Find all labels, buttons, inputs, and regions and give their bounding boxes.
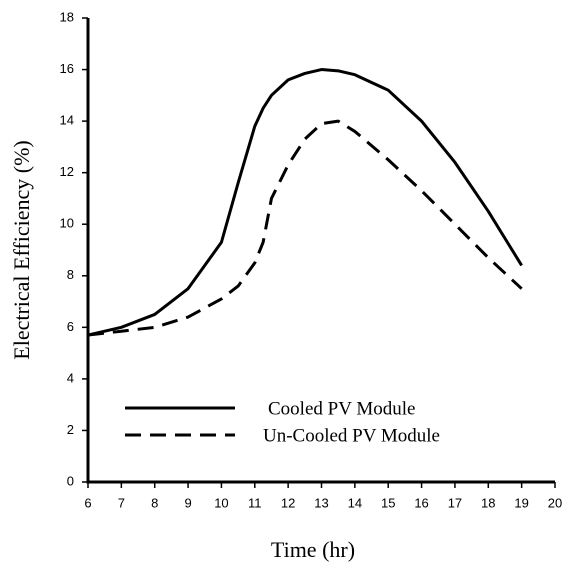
x-tick-label: 9: [184, 495, 191, 510]
y-tick-label: 2: [67, 422, 74, 437]
y-tick-label: 4: [67, 370, 74, 385]
x-tick-label: 17: [448, 495, 462, 510]
series-line: [87, 68, 523, 337]
x-tick-label: 12: [281, 495, 295, 510]
x-tick-label: 18: [481, 495, 495, 510]
x-tick-label: 8: [151, 495, 158, 510]
y-tick-label: 10: [60, 216, 74, 231]
x-tick-label: 6: [84, 495, 91, 510]
x-tick-label: 11: [248, 495, 262, 510]
x-tick-label: 20: [548, 495, 562, 510]
x-axis-label: Time (hr): [271, 537, 355, 562]
y-tick-label: 0: [67, 473, 74, 488]
x-tick-label: 13: [314, 495, 328, 510]
legend-label: Un-Cooled PV Module: [263, 425, 440, 446]
legend-label: Cooled PV Module: [268, 398, 415, 419]
y-axis-label: Electrical Efficiency (%): [9, 140, 34, 359]
y-tick-label: 16: [60, 61, 74, 76]
x-tick-label: 15: [381, 495, 395, 510]
x-tick-label: 14: [348, 495, 362, 510]
y-tick-label: 6: [67, 319, 74, 334]
y-tick-label: 14: [60, 113, 74, 128]
x-tick-label: 10: [214, 495, 228, 510]
x-tick-label: 7: [118, 495, 125, 510]
y-tick-label: 18: [60, 9, 74, 24]
x-tick-label: 16: [414, 495, 428, 510]
x-tick-label: 19: [514, 495, 528, 510]
y-tick-label: 12: [60, 164, 74, 179]
series-line: [87, 119, 523, 337]
y-tick-label: 8: [67, 267, 74, 282]
